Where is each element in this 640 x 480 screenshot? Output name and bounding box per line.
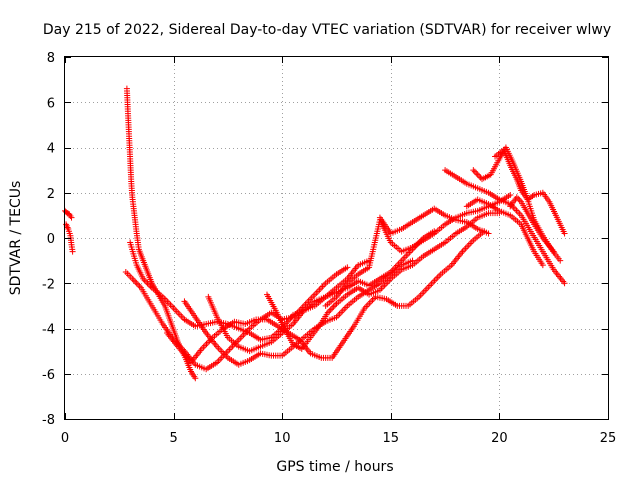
y-tick-label: 4: [47, 142, 55, 157]
data-point: [330, 303, 337, 310]
data-point: [329, 305, 336, 312]
series-track-3: [123, 85, 199, 382]
data-point: [68, 214, 75, 221]
x-tick-label: 10: [274, 431, 291, 446]
data-point: [470, 167, 477, 174]
x-tick-labels: 0 5 10 15 20 25: [61, 431, 616, 446]
series-track-9: [263, 210, 503, 352]
x-tick-label: 15: [383, 431, 400, 446]
y-tick-labels: -8 -6 -4 -2 0 2 4 6 8: [42, 51, 55, 428]
series-track-15: [492, 146, 568, 237]
axis-ticks: [65, 57, 609, 420]
data-point: [64, 224, 71, 231]
data-point: [471, 168, 478, 175]
y-tick-label: -2: [42, 277, 55, 292]
series-track-12: [442, 167, 568, 287]
data-point: [550, 248, 557, 255]
data-point: [130, 277, 137, 284]
x-axis-label: GPS time / hours: [276, 459, 393, 475]
y-axis-label: SDTVAR / TECUs: [8, 181, 24, 296]
series-track-7: [164, 228, 488, 366]
chart-title: Day 215 of 2022, Sidereal Day-to-day VTE…: [43, 22, 611, 38]
gridlines: [65, 57, 608, 419]
data-point: [332, 302, 339, 309]
data-point: [485, 230, 492, 237]
plot-frame: [64, 56, 609, 420]
data-point: [557, 257, 564, 264]
data-point: [133, 280, 140, 287]
series-track-10: [322, 192, 514, 309]
series-track-1: [62, 207, 75, 221]
data-point: [473, 170, 480, 177]
data-point: [539, 262, 546, 269]
y-tick-label: -8: [42, 413, 55, 428]
y-tick-label: 0: [47, 232, 55, 247]
data-point: [344, 264, 351, 271]
x-tick-label: 5: [169, 431, 177, 446]
data-point: [135, 281, 142, 288]
data-point: [507, 192, 514, 199]
data-point: [136, 283, 143, 290]
y-tick-label: -4: [42, 323, 55, 338]
data-point: [561, 280, 568, 287]
data-point: [327, 306, 334, 313]
series-track-11: [376, 205, 492, 237]
x-tick-label: 25: [600, 431, 617, 446]
series-track-16: [507, 194, 557, 255]
y-tick-label: 6: [47, 96, 55, 111]
series-track-14: [463, 196, 546, 269]
series-track-2: [63, 221, 76, 255]
x-tick-label: 20: [491, 431, 508, 446]
y-tick-label: 2: [47, 187, 55, 202]
data-point: [192, 375, 199, 382]
x-tick-label: 0: [61, 431, 69, 446]
data-point: [69, 248, 76, 255]
data-point: [326, 308, 333, 315]
y-tick-label: 8: [47, 51, 55, 66]
y-tick-label: -6: [42, 368, 55, 383]
data-point: [561, 230, 568, 237]
data-point: [474, 171, 481, 178]
data-points: [62, 85, 568, 382]
